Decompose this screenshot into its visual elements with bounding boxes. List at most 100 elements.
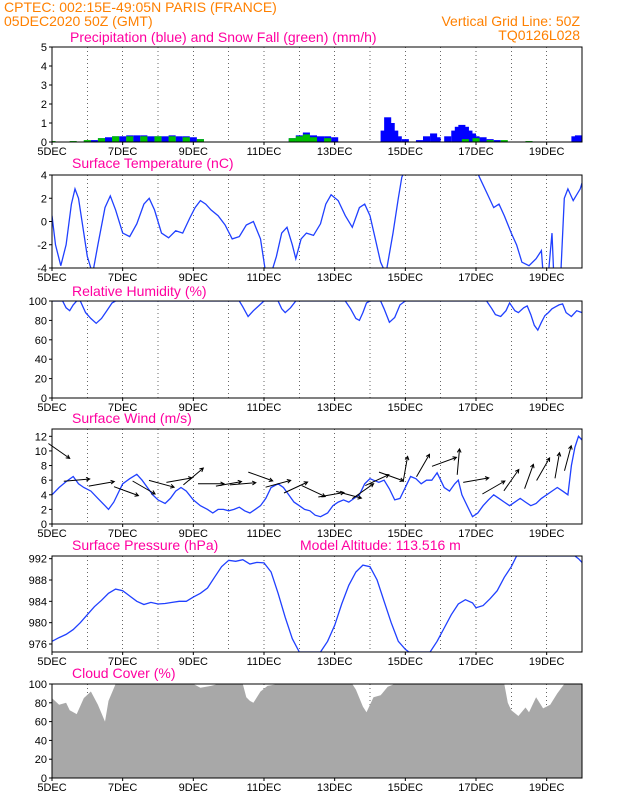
x-tick-label: 11DEC <box>247 782 282 794</box>
precip-bar <box>189 137 197 142</box>
snow-bar <box>182 137 190 142</box>
precip-bar <box>133 135 141 142</box>
precip-bar <box>479 137 487 142</box>
snow-bar <box>140 136 148 142</box>
y-tick-label: 20 <box>35 374 47 386</box>
y-tick-label: 40 <box>35 354 47 366</box>
wind-arrow <box>248 471 274 482</box>
y-tick-label: 8 <box>41 461 47 473</box>
rh-line <box>52 301 582 332</box>
x-tick-label: 9DEC <box>179 272 208 284</box>
precip-bar <box>394 136 402 142</box>
snow-bar <box>83 140 91 142</box>
x-tick-label: 15DEC <box>388 528 424 540</box>
snow-bar <box>295 136 303 142</box>
x-tick-label: 13DEC <box>317 656 353 668</box>
x-tick-label: 9DEC <box>179 656 208 668</box>
wind-arrow <box>402 455 410 483</box>
precip-bar <box>119 136 127 142</box>
wind-arrow <box>564 444 573 471</box>
wind-arrow <box>183 467 205 486</box>
x-tick-label: 7DEC <box>108 402 137 414</box>
x-tick-label: 19DEC <box>529 272 565 284</box>
x-tick-label: 17DEC <box>458 528 494 540</box>
station-header: CPTEC: 002:15E-49:05N PARIS (FRANCE) <box>4 0 277 15</box>
x-tick-label: 5DEC <box>37 272 66 284</box>
y-tick-label: 100 <box>29 296 47 308</box>
precip-bar <box>433 137 441 142</box>
x-tick-label: 15DEC <box>388 402 424 414</box>
x-tick-label: 15DEC <box>388 782 424 794</box>
wind-arrow <box>148 479 176 489</box>
y-tick-label: 5 <box>41 42 47 54</box>
temp-frame <box>51 174 583 269</box>
x-tick-label: 7DEC <box>108 782 137 794</box>
precip-title: Precipitation (blue) and Snow Fall (gree… <box>70 29 377 45</box>
snow-bar <box>112 136 120 142</box>
x-tick-label: 19DEC <box>529 528 565 540</box>
y-tick-label: 4 <box>41 170 47 182</box>
cloud-area <box>52 684 582 778</box>
x-tick-label: 5DEC <box>37 528 66 540</box>
y-tick-label: 60 <box>35 335 47 347</box>
x-tick-label: 11DEC <box>247 528 282 540</box>
wind-arrow <box>88 479 116 487</box>
y-tick-label: 4 <box>41 61 47 73</box>
y-tick-label: 80 <box>35 315 47 327</box>
x-tick-label: 13DEC <box>317 272 353 284</box>
wind-arrow <box>554 451 562 479</box>
precip-bar <box>105 137 113 142</box>
y-tick-label: 1 <box>41 118 47 130</box>
snow-bar <box>288 138 296 142</box>
x-tick-label: 13DEC <box>317 782 353 794</box>
wind-arrow <box>456 447 462 475</box>
snow-bar <box>154 136 162 142</box>
wind-arrow <box>318 490 345 498</box>
model-code: TQ0126L028 <box>498 27 580 43</box>
x-tick-label: 17DEC <box>458 656 494 668</box>
wind-arrow <box>132 480 156 495</box>
snow-bar <box>309 137 317 142</box>
rh-panel: 0 20 40 60 80 100 5DEC 7DEC 9DEC 11DEC 13DEC 15DEC 1… <box>29 283 583 414</box>
x-tick-label: 5DEC <box>37 782 66 794</box>
y-tick-label: 992 <box>29 554 47 566</box>
y-tick-label: 60 <box>35 717 47 729</box>
x-tick-label: 13DEC <box>317 146 353 158</box>
y-tick-label: 0 <box>41 137 47 149</box>
pressure-subtitle: Model Altitude: 113.516 m <box>300 537 461 553</box>
x-tick-label: 9DEC <box>179 528 208 540</box>
x-tick-label: 13DEC <box>317 528 353 540</box>
precip-bar <box>331 137 339 142</box>
y-tick-label: 100 <box>29 679 47 691</box>
wind-arrow <box>283 481 309 494</box>
x-tick-label: 17DEC <box>458 272 494 284</box>
precip-frame <box>51 46 583 143</box>
x-tick-label: 9DEC <box>179 402 208 414</box>
x-tick-label: 17DEC <box>458 782 494 794</box>
x-tick-label: 19DEC <box>529 402 565 414</box>
wind-arrow <box>482 480 506 495</box>
wind-arrow <box>63 476 91 482</box>
x-tick-label: 13DEC <box>317 402 353 414</box>
y-tick-label: 40 <box>35 735 47 747</box>
x-tick-label: 5DEC <box>37 402 66 414</box>
cloud-panel: 0 20 40 60 80 100 5DEC 7DEC 9DEC 11DEC 13DEC 15DEC 1… <box>29 665 583 794</box>
y-tick-label: 0 <box>41 393 47 405</box>
precip-bar <box>317 136 325 142</box>
wind-arrow <box>229 480 257 486</box>
x-tick-label: 9DEC <box>179 146 208 158</box>
precip-panel: 0 1 2 3 4 5 5DEC 7DEC 9DEC 11DEC 13DEC 15DEC 17DEC 19… <box>37 29 583 158</box>
date-header: 05DEC2020 50Z (GMT) <box>4 13 153 29</box>
temp-panel: -4 -2 0 2 4 5DEC 7DEC 9DEC 11DEC 13DEC 15DEC 17DEC 1… <box>37 155 583 284</box>
y-tick-label: 2 <box>41 193 47 205</box>
precip-bar <box>161 136 169 142</box>
y-tick-label: 0 <box>41 773 47 785</box>
precip-bar <box>454 126 462 142</box>
wind-arrow <box>503 468 520 492</box>
rh-title: Relative Humidity (%) <box>72 283 207 299</box>
x-tick-label: 19DEC <box>529 782 565 794</box>
pressure-panel: 976 980 984 988 992 5DEC 7DEC 9DEC 11DEC 13DEC 15D… <box>29 537 583 668</box>
precip-bar <box>90 140 98 142</box>
temp-line <box>52 175 582 268</box>
precip-bar <box>415 140 423 142</box>
